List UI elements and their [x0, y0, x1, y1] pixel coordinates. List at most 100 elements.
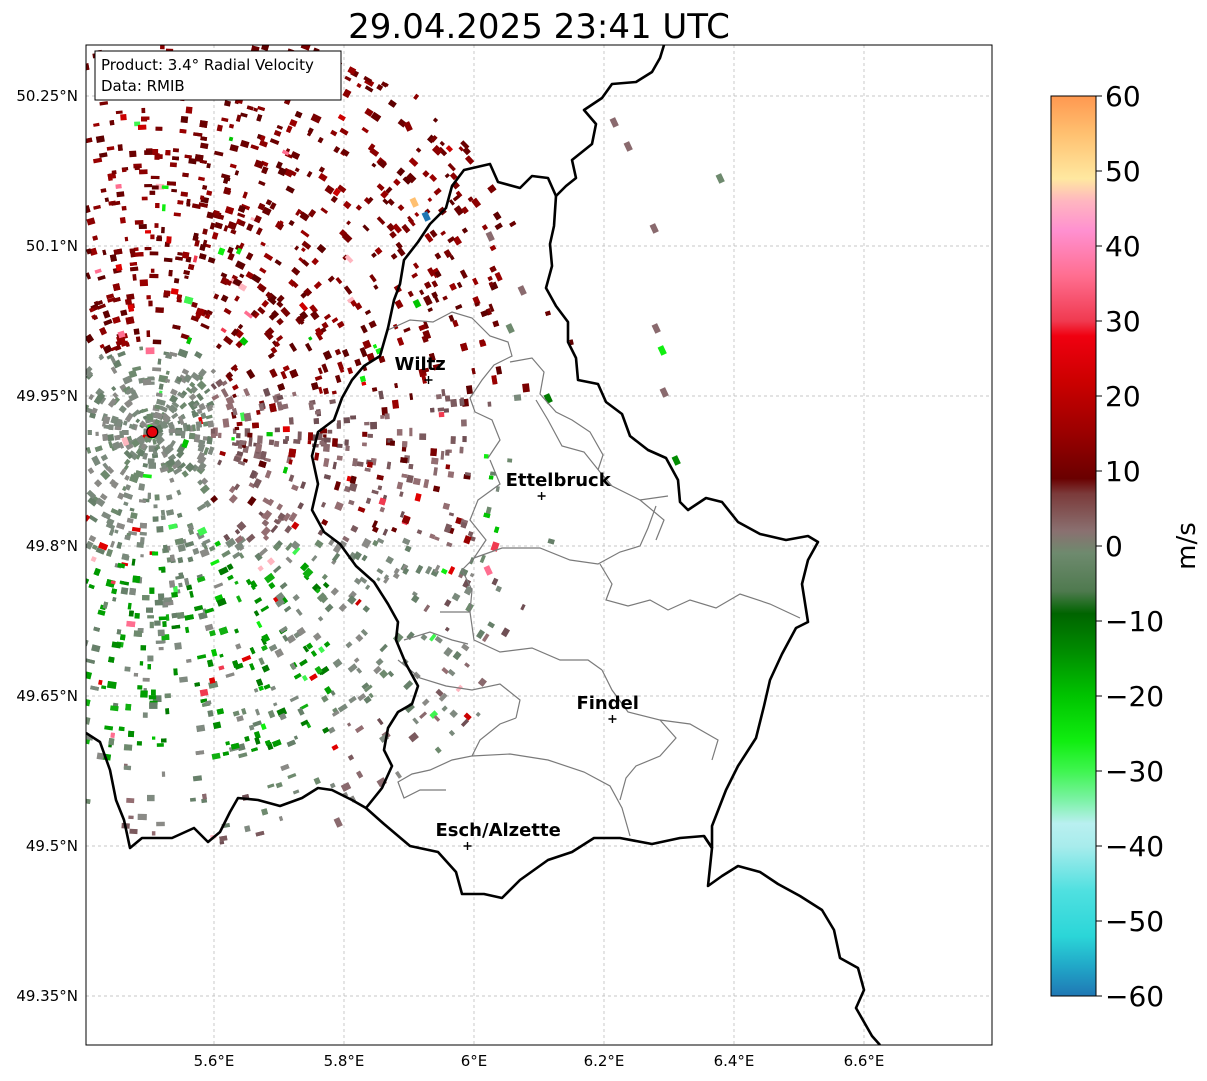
echo-pixel: [348, 499, 355, 506]
echo-pixel: [401, 473, 408, 479]
echo-pixel: [319, 665, 330, 676]
echo-pixel: [129, 262, 138, 266]
echo-pixel: [378, 497, 387, 506]
echo-pixel: [467, 531, 474, 537]
echo-pixel: [196, 503, 207, 512]
echo-pixel: [461, 206, 469, 215]
echo-pixel: [254, 737, 261, 745]
echo-pixel: [344, 75, 352, 82]
echo-pixel: [460, 419, 467, 427]
echo-pixel: [203, 446, 210, 456]
echo-pixel: [378, 390, 384, 400]
echo-pixel: [106, 293, 115, 300]
echo-pixel: [237, 444, 243, 449]
echo-pixel: [247, 432, 253, 438]
echo-pixel: [280, 306, 291, 318]
echo-pixel: [609, 117, 619, 128]
echo-pixel: [224, 206, 235, 215]
echo-pixel: [254, 708, 261, 716]
echo-pixel: [421, 374, 427, 384]
echo-pixel: [372, 344, 378, 349]
echo-pixel: [288, 219, 295, 227]
echo-pixel: [353, 657, 360, 663]
echo-pixel: [267, 352, 275, 359]
echo-pixel: [282, 634, 289, 642]
echo-pixel: [210, 368, 216, 374]
echo-pixel: [179, 402, 187, 410]
echo-pixel: [267, 557, 275, 566]
echo-pixel: [111, 641, 122, 649]
echo-pixel: [210, 382, 217, 390]
echo-pixel: [86, 371, 94, 378]
echo-pixel: [462, 146, 471, 156]
echo-pixel: [237, 205, 246, 213]
echo-pixel: [99, 493, 108, 501]
city-marker: [424, 376, 433, 384]
echo-pixel: [276, 124, 283, 130]
echo-pixel: [223, 533, 231, 542]
figure-title: 29.04.2025 23:41 UTC: [348, 7, 730, 47]
echo-pixel: [382, 198, 389, 205]
colorbar-tick-label: 0: [1105, 530, 1123, 563]
echo-pixel: [297, 502, 304, 510]
echo-pixel: [115, 183, 122, 189]
echo-pixel: [105, 522, 116, 530]
echo-pixel: [207, 420, 214, 428]
echo-pixel: [86, 658, 96, 664]
echo-pixel: [176, 489, 182, 496]
echo-pixel: [462, 578, 471, 589]
echo-pixel: [283, 605, 292, 613]
echo-pixel: [213, 210, 220, 216]
echo-pixel: [382, 528, 389, 536]
echo-pixel: [450, 398, 458, 408]
echo-pixel: [152, 339, 162, 345]
echo-pixel: [356, 667, 362, 674]
echo-pixel: [144, 246, 152, 251]
echo-pixel: [412, 298, 422, 309]
echo-pixel: [385, 186, 393, 194]
echo-pixel: [231, 407, 238, 416]
echo-pixel: [151, 551, 159, 556]
echo-pixel: [460, 140, 470, 150]
echo-pixel: [246, 105, 254, 111]
echo-pixel: [111, 441, 121, 451]
colorbar-tick-label: 30: [1105, 305, 1141, 338]
echo-pixel: [308, 209, 317, 218]
echo-pixel: [98, 542, 109, 551]
lat-tick-label: 49.5°N: [26, 837, 78, 855]
echo-pixel: [146, 607, 154, 613]
echo-pixel: [433, 715, 441, 722]
echo-pixel: [109, 356, 117, 364]
echo-pixel: [397, 204, 405, 211]
echo-pixel: [128, 423, 136, 430]
echo-pixel: [343, 485, 351, 493]
echo-pixel: [185, 106, 193, 114]
echo-pixel: [199, 120, 208, 128]
echo-pixel: [251, 747, 258, 752]
echo-pixel: [196, 654, 207, 660]
echo-pixel: [196, 380, 207, 391]
echo-pixel: [327, 429, 333, 434]
echo-pixel: [330, 587, 339, 596]
echo-pixel: [440, 230, 447, 236]
echo-pixel: [263, 252, 274, 261]
echo-pixel: [108, 398, 118, 408]
echo-pixel: [139, 346, 144, 351]
echo-pixel: [377, 717, 384, 726]
echo-pixel: [177, 557, 184, 564]
echo-pixel: [149, 587, 155, 594]
echo-pixel: [377, 485, 383, 491]
echo-pixel: [411, 591, 418, 597]
echo-pixel: [205, 700, 212, 705]
echo-pixel: [487, 401, 492, 407]
echo-pixel: [182, 251, 190, 259]
echo-pixel: [443, 646, 453, 657]
echo-pixel: [161, 185, 169, 190]
echo-pixel: [110, 346, 116, 352]
echo-pixel: [95, 135, 105, 143]
city-label: Esch/Alzette: [436, 820, 561, 841]
echo-pixel: [126, 293, 135, 301]
echo-pixel: [292, 789, 300, 795]
echo-pixel: [323, 313, 332, 321]
echo-pixel: [269, 368, 278, 378]
